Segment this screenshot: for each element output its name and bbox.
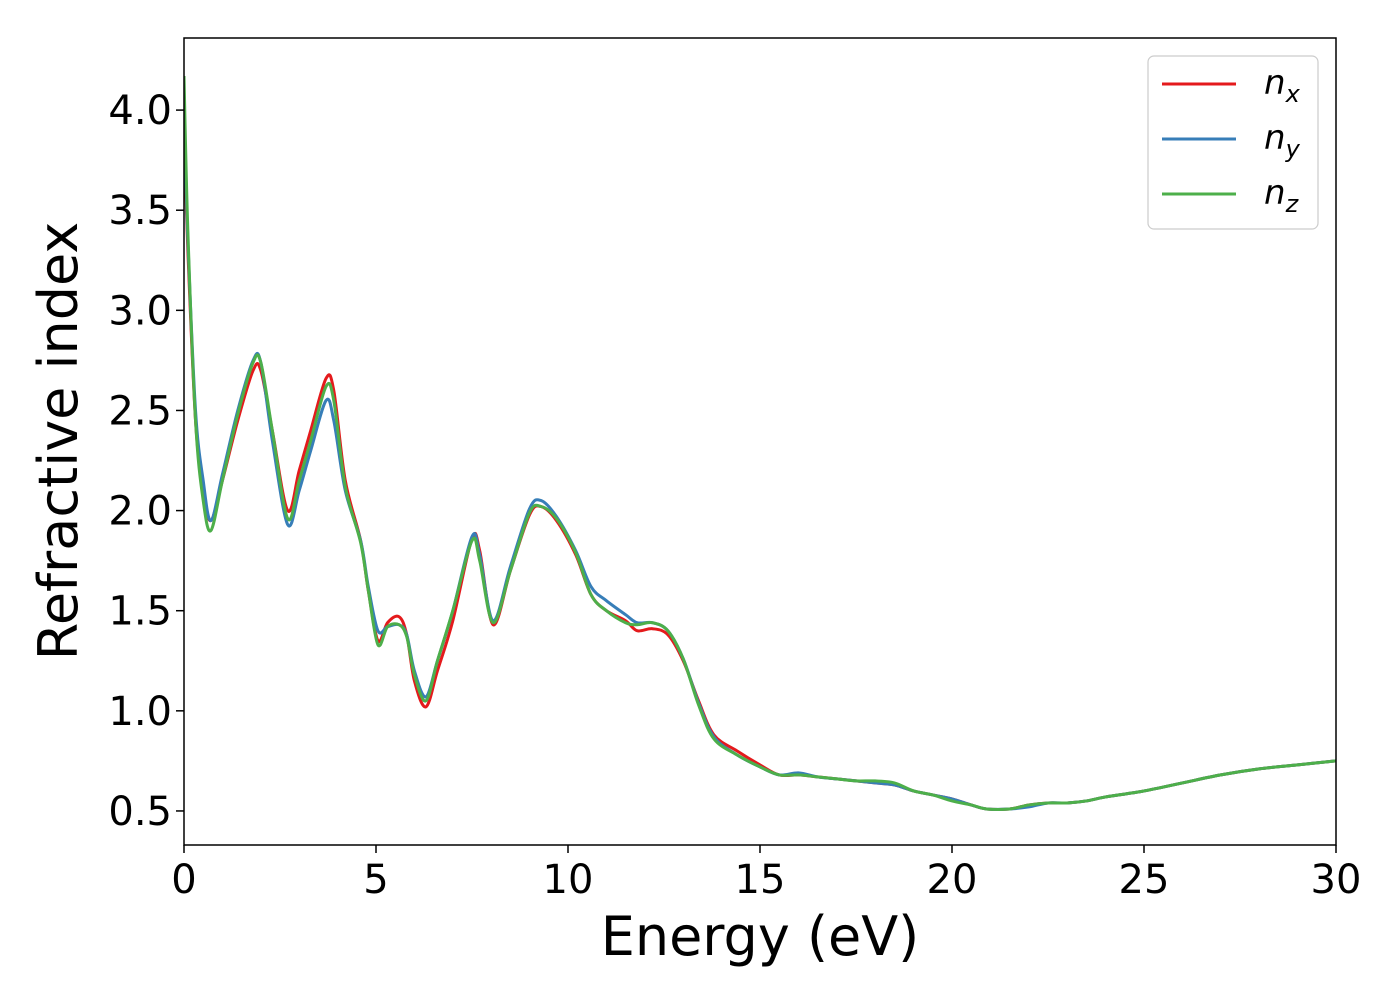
legend-label-x: nx xyxy=(1264,63,1301,108)
x-tick-label: 30 xyxy=(1311,857,1362,903)
y-tick-label: 3.0 xyxy=(108,288,172,334)
y-axis-label: Refractive index xyxy=(27,222,90,661)
y-axis-ticks: 0.5 1.0 1.5 2.0 2.5 3.0 3.5 4.0 xyxy=(108,88,184,835)
series-layer xyxy=(184,76,1336,811)
legend-label-z: nz xyxy=(1264,173,1300,218)
legend-label-base: n xyxy=(1264,173,1286,213)
x-tick-label: 5 xyxy=(363,857,388,903)
y-tick-label: 4.0 xyxy=(108,88,172,134)
legend-label-base: n xyxy=(1264,63,1286,103)
x-tick-label: 15 xyxy=(735,857,786,903)
legend-label-subscript: y xyxy=(1285,135,1301,163)
y-tick-label: 0.5 xyxy=(108,789,172,835)
legend-label-subscript: z xyxy=(1285,190,1300,218)
x-tick-label: 10 xyxy=(543,857,594,903)
y-tick-label: 1.5 xyxy=(108,589,172,635)
x-axis-label: Energy (eV) xyxy=(601,905,920,968)
legend-box xyxy=(1147,55,1319,230)
y-tick-label: 1.0 xyxy=(108,689,172,735)
legend-label-base: n xyxy=(1264,118,1286,158)
series-line-z xyxy=(184,76,1336,811)
legend-label-subscript: x xyxy=(1285,80,1301,108)
series-line-x xyxy=(184,140,1336,811)
x-tick-label: 0 xyxy=(171,857,196,903)
y-tick-label: 2.5 xyxy=(108,388,172,434)
legend-label-y: ny xyxy=(1264,118,1301,163)
y-tick-label: 2.0 xyxy=(108,489,172,535)
x-axis-ticks: 0 5 10 15 20 25 30 xyxy=(171,845,1361,903)
y-tick-label: 3.5 xyxy=(108,188,172,234)
x-tick-label: 25 xyxy=(1119,857,1170,903)
x-tick-label: 20 xyxy=(927,857,978,903)
